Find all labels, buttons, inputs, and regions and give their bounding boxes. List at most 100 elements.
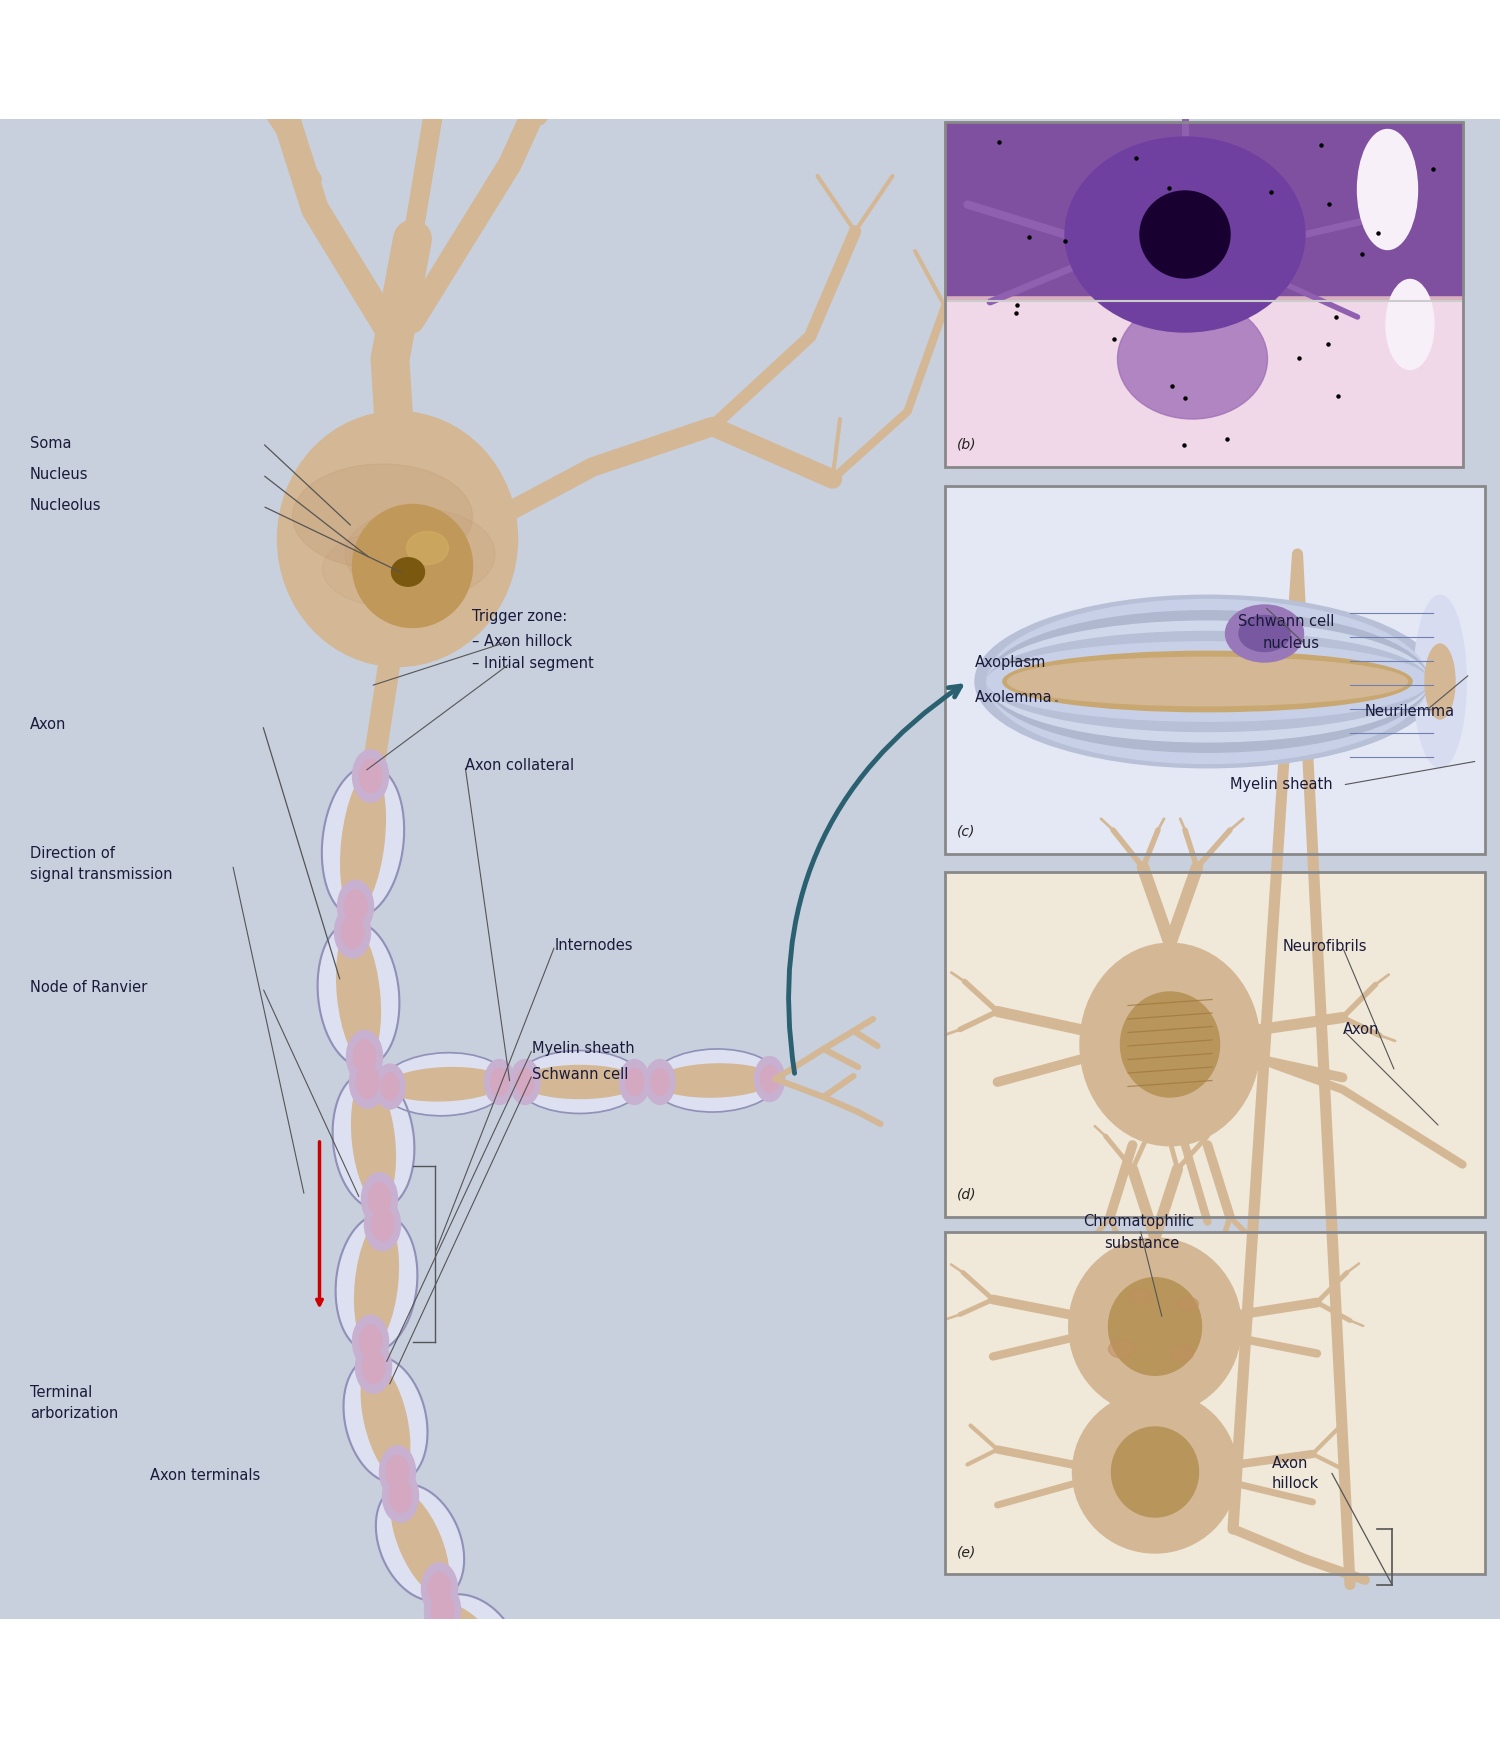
Ellipse shape <box>344 890 366 923</box>
Ellipse shape <box>340 916 363 949</box>
Text: – Axon hillock: – Axon hillock <box>472 633 573 648</box>
Ellipse shape <box>484 1060 514 1105</box>
Ellipse shape <box>441 1679 507 1738</box>
Text: nucleus: nucleus <box>1263 636 1320 652</box>
Text: Axon: Axon <box>30 718 66 732</box>
Ellipse shape <box>362 1363 410 1477</box>
Ellipse shape <box>1120 992 1220 1097</box>
Text: Axon terminals: Axon terminals <box>150 1467 261 1483</box>
Ellipse shape <box>432 1594 454 1627</box>
Ellipse shape <box>387 1455 408 1488</box>
Ellipse shape <box>340 772 386 911</box>
Ellipse shape <box>1358 130 1418 250</box>
Ellipse shape <box>987 631 1428 732</box>
Ellipse shape <box>652 1050 777 1111</box>
Ellipse shape <box>482 1649 518 1702</box>
Text: Axolemma: Axolemma <box>975 690 1058 706</box>
Ellipse shape <box>320 923 398 1065</box>
Ellipse shape <box>975 594 1440 768</box>
Ellipse shape <box>334 905 370 958</box>
Ellipse shape <box>352 1316 388 1368</box>
Ellipse shape <box>382 1055 507 1114</box>
Ellipse shape <box>322 532 458 607</box>
Ellipse shape <box>360 760 381 793</box>
Text: Nucleolus: Nucleolus <box>30 499 102 513</box>
Text: Schwann cell: Schwann cell <box>1238 614 1334 629</box>
Ellipse shape <box>620 1060 650 1105</box>
Ellipse shape <box>1008 657 1407 706</box>
Ellipse shape <box>532 1660 645 1738</box>
Ellipse shape <box>352 504 472 627</box>
Ellipse shape <box>346 1031 382 1083</box>
Ellipse shape <box>537 1667 640 1738</box>
Text: Myelin sheath: Myelin sheath <box>532 1041 634 1057</box>
Ellipse shape <box>1112 1427 1198 1517</box>
Text: (e): (e) <box>957 1545 976 1559</box>
Ellipse shape <box>380 1446 416 1498</box>
Ellipse shape <box>369 1182 390 1215</box>
Ellipse shape <box>381 1072 399 1100</box>
Ellipse shape <box>987 610 1428 753</box>
Ellipse shape <box>392 1491 448 1594</box>
Text: (d): (d) <box>957 1189 976 1203</box>
Text: Axon: Axon <box>1342 1022 1378 1038</box>
Ellipse shape <box>435 1674 513 1738</box>
Ellipse shape <box>336 928 381 1060</box>
Ellipse shape <box>518 1051 642 1112</box>
Ellipse shape <box>514 1684 625 1738</box>
Ellipse shape <box>760 1065 778 1093</box>
Bar <box>945 122 1462 468</box>
Ellipse shape <box>1140 191 1230 278</box>
Ellipse shape <box>522 1065 639 1098</box>
Ellipse shape <box>351 1078 396 1203</box>
Text: Schwann cell: Schwann cell <box>532 1067 628 1083</box>
Ellipse shape <box>352 749 388 803</box>
Ellipse shape <box>436 1604 506 1682</box>
Ellipse shape <box>1118 299 1268 419</box>
Ellipse shape <box>516 1069 534 1095</box>
Ellipse shape <box>1170 1345 1194 1361</box>
Ellipse shape <box>1239 615 1290 652</box>
Bar <box>945 872 1485 1217</box>
Text: Myelin sheath: Myelin sheath <box>1230 777 1332 793</box>
Ellipse shape <box>334 1072 412 1208</box>
Ellipse shape <box>987 620 1428 742</box>
Bar <box>945 301 1462 468</box>
Ellipse shape <box>987 641 1428 721</box>
Text: signal transmission: signal transmission <box>30 867 172 883</box>
Ellipse shape <box>356 1340 392 1394</box>
Ellipse shape <box>1108 1277 1202 1375</box>
Text: hillock: hillock <box>1272 1477 1320 1491</box>
Text: Nucleus: Nucleus <box>30 468 88 481</box>
Ellipse shape <box>489 1677 540 1738</box>
Ellipse shape <box>364 1197 400 1251</box>
Ellipse shape <box>1425 645 1455 720</box>
Ellipse shape <box>324 766 402 916</box>
Ellipse shape <box>424 1583 460 1635</box>
Ellipse shape <box>360 1324 381 1357</box>
Ellipse shape <box>357 1065 378 1098</box>
Ellipse shape <box>1386 280 1434 370</box>
Bar <box>945 487 1485 853</box>
Ellipse shape <box>392 558 424 586</box>
Ellipse shape <box>1068 1237 1242 1415</box>
Ellipse shape <box>1004 652 1412 711</box>
Ellipse shape <box>1065 137 1305 332</box>
Ellipse shape <box>378 1486 462 1599</box>
Ellipse shape <box>490 1069 508 1095</box>
Bar <box>945 122 1462 468</box>
Text: Neurofibrils: Neurofibrils <box>1282 940 1366 954</box>
Bar <box>945 1232 1485 1575</box>
Text: Terminal: Terminal <box>30 1385 93 1401</box>
Text: Internodes: Internodes <box>555 939 633 952</box>
Text: – Initial segment: – Initial segment <box>472 655 594 671</box>
Ellipse shape <box>426 1595 516 1691</box>
Text: (b): (b) <box>957 438 976 452</box>
Ellipse shape <box>338 1215 416 1350</box>
Ellipse shape <box>422 1562 458 1615</box>
Text: Chromatophilic: Chromatophilic <box>1083 1215 1194 1229</box>
Ellipse shape <box>500 1681 530 1738</box>
Ellipse shape <box>292 464 472 568</box>
Text: Soma: Soma <box>30 436 72 450</box>
Ellipse shape <box>390 1479 411 1512</box>
